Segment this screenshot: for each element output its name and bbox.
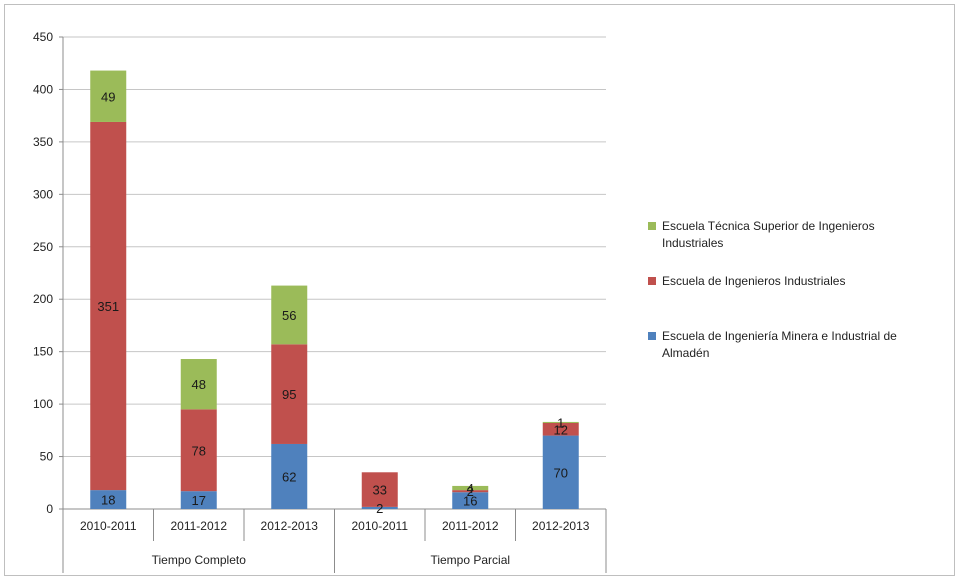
- bar-segment: [361, 472, 398, 507]
- x-tick-label: 2012-2013: [261, 519, 319, 533]
- bar-segment: [180, 359, 217, 410]
- y-tick-label: 350: [33, 135, 53, 149]
- y-tick-label: 150: [33, 345, 53, 359]
- bar-segment: [452, 485, 489, 491]
- y-tick-label: 300: [33, 187, 53, 201]
- x-tick-label: 2010-2011: [352, 519, 409, 533]
- data-label: 12: [554, 422, 568, 437]
- bar-segment: [180, 491, 217, 509]
- y-tick-label: 0: [46, 502, 53, 516]
- bar-segment: [271, 285, 308, 345]
- data-label: 18: [101, 493, 115, 508]
- y-tick-label: 50: [40, 450, 54, 464]
- y-tick-label: 100: [33, 397, 53, 411]
- data-label: 78: [192, 443, 206, 458]
- bar-segment: [180, 409, 217, 492]
- data-label: 56: [282, 308, 296, 323]
- x-tick-label: 2011-2012: [442, 519, 499, 533]
- legend-label: Escuela de Ingenieros Industriales: [662, 274, 845, 288]
- data-label: 4: [467, 481, 474, 496]
- bar-segment: [90, 70, 127, 122]
- y-tick-label: 450: [33, 30, 53, 44]
- bar-segment: [90, 121, 127, 491]
- bar-segment: [542, 422, 579, 436]
- data-label: 70: [554, 465, 568, 480]
- y-tick-label: 400: [33, 82, 53, 96]
- bar-segment: [361, 506, 398, 509]
- bar-segment: [542, 435, 579, 509]
- x-group-label: Tiempo Parcial: [430, 553, 510, 567]
- x-tick-label: 2010-2011: [80, 519, 137, 533]
- data-label: 49: [101, 89, 115, 104]
- data-label: 95: [282, 387, 296, 402]
- data-label: 2: [467, 484, 474, 499]
- data-label: 351: [97, 299, 119, 314]
- legend-label: Escuela de Ingeniería Minera e Industria…: [662, 329, 897, 360]
- legend-swatch: [648, 277, 656, 285]
- x-group-label: Tiempo Completo: [152, 553, 247, 567]
- data-label: 17: [192, 493, 206, 508]
- data-label: 48: [192, 377, 206, 392]
- bar-segment: [271, 443, 308, 509]
- bar-segment: [542, 421, 579, 423]
- bar-segment: [90, 490, 127, 509]
- bar-segment: [452, 490, 489, 493]
- legend-label: Escuela Técnica Superior de Ingenieros In…: [662, 219, 875, 250]
- bar-segment: [271, 344, 308, 444]
- data-label: 62: [282, 469, 296, 484]
- legend-swatch: [648, 332, 656, 340]
- data-label: 2: [376, 501, 383, 516]
- y-tick-label: 250: [33, 240, 53, 254]
- y-tick-label: 200: [33, 292, 53, 306]
- x-tick-label: 2011-2012: [171, 519, 228, 533]
- data-label: 16: [463, 494, 477, 509]
- legend-swatch: [648, 222, 656, 230]
- chart-frame: [4, 4, 955, 576]
- x-tick-label: 2012-2013: [532, 519, 590, 533]
- data-label: 1: [557, 415, 564, 430]
- data-label: 33: [373, 483, 387, 498]
- bar-segment: [452, 492, 489, 509]
